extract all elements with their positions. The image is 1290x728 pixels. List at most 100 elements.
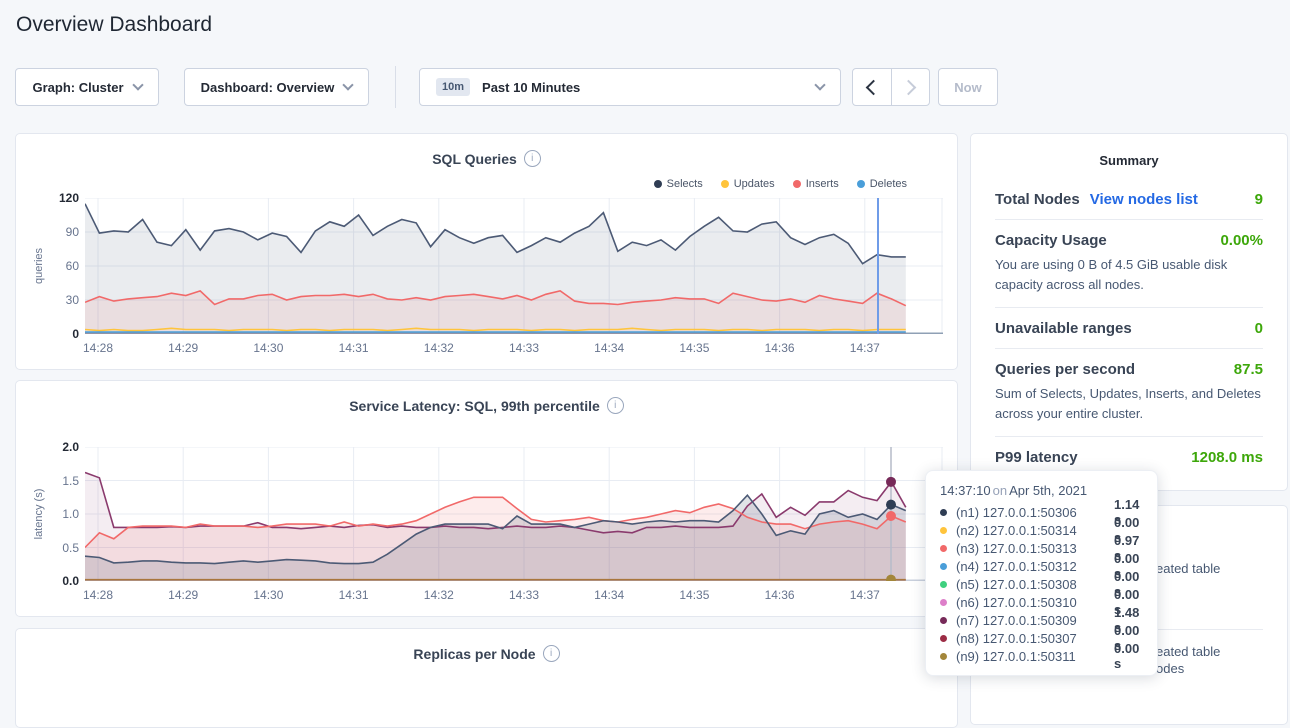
time-back-button[interactable] — [853, 69, 891, 105]
summary-row-value: 1208.0 ms — [1191, 449, 1263, 466]
node-color-dot-icon — [940, 563, 947, 570]
tooltip-node-row: (n1) 127.0.0.1:503061.14 s — [940, 503, 1143, 521]
toolbar-divider — [395, 66, 396, 108]
tooltip-node-row: (n9) 127.0.0.1:503110.00 s — [940, 647, 1143, 665]
page-title: Overview Dashboard — [16, 13, 212, 37]
node-color-dot-icon — [940, 599, 947, 606]
summary-panel: Summary Total NodesView nodes list9Capac… — [970, 133, 1288, 491]
x-tick-label: 14:35 — [672, 588, 716, 602]
tooltip-node-address: (n7) 127.0.0.1:50309 — [956, 613, 1114, 628]
summary-row-desc: Sum of Selects, Updates, Inserts, and De… — [995, 384, 1263, 424]
y-tick-label: 1.0 — [43, 507, 79, 521]
node-color-dot-icon — [940, 509, 947, 516]
x-tick-label: 14:33 — [502, 588, 546, 602]
chevron-down-icon — [343, 79, 354, 90]
tooltip-time: 14:37:10 — [940, 483, 991, 498]
dashboard-selector-dropdown[interactable]: Dashboard: Overview — [184, 68, 369, 106]
sql-queries-chart[interactable] — [85, 198, 943, 339]
summary-row: Queries per second87.5 Sum of Selects, Up… — [995, 348, 1263, 436]
hover-dot — [886, 477, 896, 487]
time-forward-button[interactable] — [891, 69, 930, 105]
x-tick-label: 14:33 — [502, 341, 546, 355]
info-icon[interactable]: i — [543, 645, 560, 662]
chart-title: Service Latency: SQL, 99th percentile i — [16, 397, 957, 414]
time-range-badge: 10m — [436, 78, 470, 96]
tooltip-node-row: (n7) 127.0.0.1:503091.48 s — [940, 611, 1143, 629]
summary-row-head: Capacity Usage0.00% — [995, 232, 1263, 249]
time-range-dropdown[interactable]: 10m Past 10 Minutes — [419, 68, 841, 106]
x-tick-label: 14:32 — [417, 341, 461, 355]
node-color-dot-icon — [940, 635, 947, 642]
event-text-fragment: odes — [1156, 661, 1184, 676]
x-tick-label: 14:28 — [76, 341, 120, 355]
legend-item-updates[interactable]: Updates — [721, 178, 775, 190]
x-tick-label: 14:32 — [417, 588, 461, 602]
dashboard-selector-label: Dashboard: Overview — [201, 80, 335, 95]
y-tick-label: 60 — [43, 259, 79, 273]
legend-dot-icon — [654, 180, 662, 188]
summary-row-label: Total Nodes — [995, 191, 1080, 208]
graph-selector-label: Graph: Cluster — [32, 80, 123, 95]
legend-item-deletes[interactable]: Deletes — [857, 178, 907, 190]
now-button-label: Now — [954, 80, 981, 95]
chart-hover-tooltip: 14:37:10onApr 5th, 2021 (n1) 127.0.0.1:5… — [925, 470, 1158, 676]
event-text-fragment: eated table — [1156, 644, 1220, 659]
y-tick-label: 0.0 — [43, 574, 79, 588]
tooltip-node-address: (n5) 127.0.0.1:50308 — [956, 577, 1114, 592]
tooltip-node-address: (n2) 127.0.0.1:50314 — [956, 523, 1114, 538]
summary-row: Capacity Usage0.00% You are using 0 B of … — [995, 219, 1263, 307]
summary-row-label: P99 latency — [995, 449, 1078, 466]
x-tick-label: 14:34 — [587, 341, 631, 355]
graph-selector-dropdown[interactable]: Graph: Cluster — [15, 68, 159, 106]
y-tick-label: 120 — [43, 191, 79, 205]
hover-dot — [886, 500, 896, 510]
y-tick-label: 30 — [43, 293, 79, 307]
x-tick-label: 14:28 — [76, 588, 120, 602]
legend-label: Inserts — [806, 178, 839, 190]
chevron-down-icon — [132, 79, 143, 90]
legend-item-inserts[interactable]: Inserts — [793, 178, 839, 190]
tooltip-node-address: (n9) 127.0.0.1:50311 — [956, 649, 1114, 664]
tooltip-node-address: (n4) 127.0.0.1:50312 — [956, 559, 1114, 574]
chart-canvas — [85, 447, 943, 581]
x-tick-label: 14:29 — [161, 588, 205, 602]
legend-label: Updates — [734, 178, 775, 190]
now-button[interactable]: Now — [938, 68, 998, 106]
legend-dot-icon — [857, 180, 865, 188]
legend-item-selects[interactable]: Selects — [654, 178, 703, 190]
info-icon[interactable]: i — [607, 397, 624, 414]
tooltip-node-address: (n3) 127.0.0.1:50313 — [956, 541, 1114, 556]
chart-title-text: Service Latency: SQL, 99th percentile — [349, 398, 600, 414]
legend-label: Deletes — [870, 178, 907, 190]
x-tick-label: 14:31 — [332, 588, 376, 602]
events-divider — [1156, 629, 1263, 630]
service-latency-panel: Service Latency: SQL, 99th percentile i … — [15, 380, 958, 617]
y-tick-label: 1.5 — [43, 474, 79, 488]
x-tick-label: 14:29 — [161, 341, 205, 355]
view-nodes-link[interactable]: View nodes list — [1090, 191, 1198, 208]
summary-row-label: Unavailable ranges — [995, 320, 1132, 337]
x-tick-label: 14:36 — [758, 341, 802, 355]
x-tick-label: 14:36 — [758, 588, 802, 602]
tooltip-node-address: (n1) 127.0.0.1:50306 — [956, 505, 1114, 520]
chart-legend: Selects Updates Inserts Deletes — [654, 178, 907, 190]
x-tick-label: 14:37 — [843, 588, 887, 602]
sql-queries-panel: SQL Queries i Selects Updates Inserts Delet… — [15, 133, 958, 370]
replicas-per-node-panel: Replicas per Node i — [15, 628, 958, 728]
event-text-fragment: eated table — [1156, 561, 1220, 576]
chart-title-text: SQL Queries — [432, 151, 517, 167]
info-icon[interactable]: i — [524, 150, 541, 167]
overview-dashboard-page: { "page": {"title": "Overview Dashboard"… — [0, 0, 1290, 689]
tooltip-node-address: (n6) 127.0.0.1:50310 — [956, 595, 1114, 610]
chevron-right-icon — [901, 79, 917, 95]
service-latency-chart[interactable] — [85, 447, 943, 586]
tooltip-node-row: (n5) 127.0.0.1:503080.00 s — [940, 575, 1143, 593]
summary-row: Total NodesView nodes list9 — [995, 179, 1263, 219]
tooltip-node-row: (n4) 127.0.0.1:503120.00 s — [940, 557, 1143, 575]
summary-row-head: Queries per second87.5 — [995, 361, 1263, 378]
y-tick-label: 0 — [43, 327, 79, 341]
summary-row-desc: You are using 0 B of 4.5 GiB usable disk… — [995, 255, 1263, 295]
chevron-down-icon — [814, 79, 825, 90]
chart-title-text: Replicas per Node — [413, 646, 535, 662]
summary-row-value: 0 — [1255, 320, 1263, 337]
